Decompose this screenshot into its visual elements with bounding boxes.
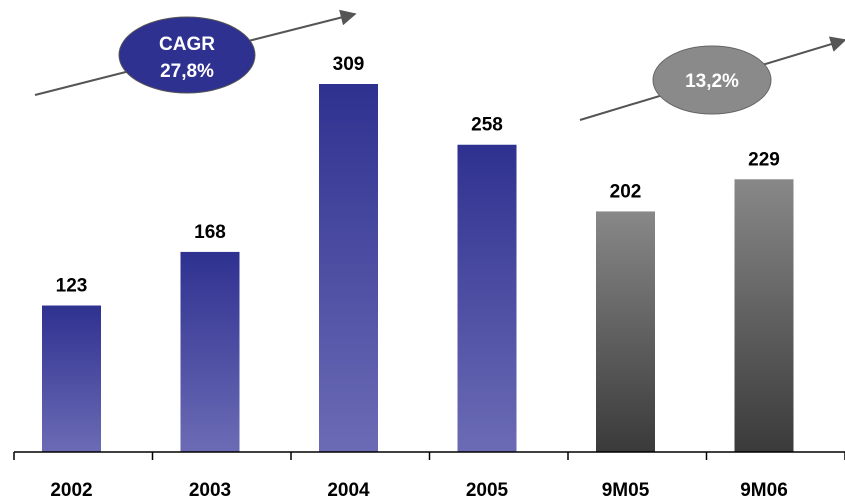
value-label-9M06: 229 bbox=[748, 149, 780, 170]
cagr-badge-value: 27,8% bbox=[160, 61, 214, 82]
category-label-9M05: 9M05 bbox=[602, 480, 650, 499]
value-label-2002: 123 bbox=[56, 276, 88, 297]
value-label-9M05: 202 bbox=[610, 181, 642, 202]
category-label-9M06: 9M06 bbox=[740, 480, 788, 499]
bar-2004 bbox=[319, 84, 378, 452]
x-axis: 2002 2003 2004 2005 9M05 9M06 bbox=[13, 451, 845, 499]
bar-9M06 bbox=[734, 179, 794, 452]
category-label-2004: 2004 bbox=[327, 480, 370, 499]
cagr-badge-label: CAGR bbox=[159, 34, 215, 55]
growth-badge: 13,2% bbox=[652, 45, 772, 115]
bar-9M05 bbox=[596, 211, 655, 452]
cagr-badge: CAGR 27,8% bbox=[118, 16, 256, 94]
bar-2003 bbox=[180, 251, 240, 452]
growth-badge-value: 13,2% bbox=[685, 71, 739, 92]
value-label-2004: 309 bbox=[333, 54, 365, 75]
category-label-2002: 2002 bbox=[50, 480, 92, 499]
category-label-2005: 2005 bbox=[466, 480, 509, 499]
value-label-2005: 258 bbox=[471, 115, 503, 136]
value-labels-group: 123 168 309 258 202 229 bbox=[56, 54, 780, 297]
bar-2002 bbox=[42, 305, 101, 452]
bars-group bbox=[42, 84, 794, 453]
value-label-2003: 168 bbox=[194, 222, 226, 243]
bar-2005 bbox=[457, 144, 517, 453]
category-label-2003: 2003 bbox=[189, 480, 231, 499]
